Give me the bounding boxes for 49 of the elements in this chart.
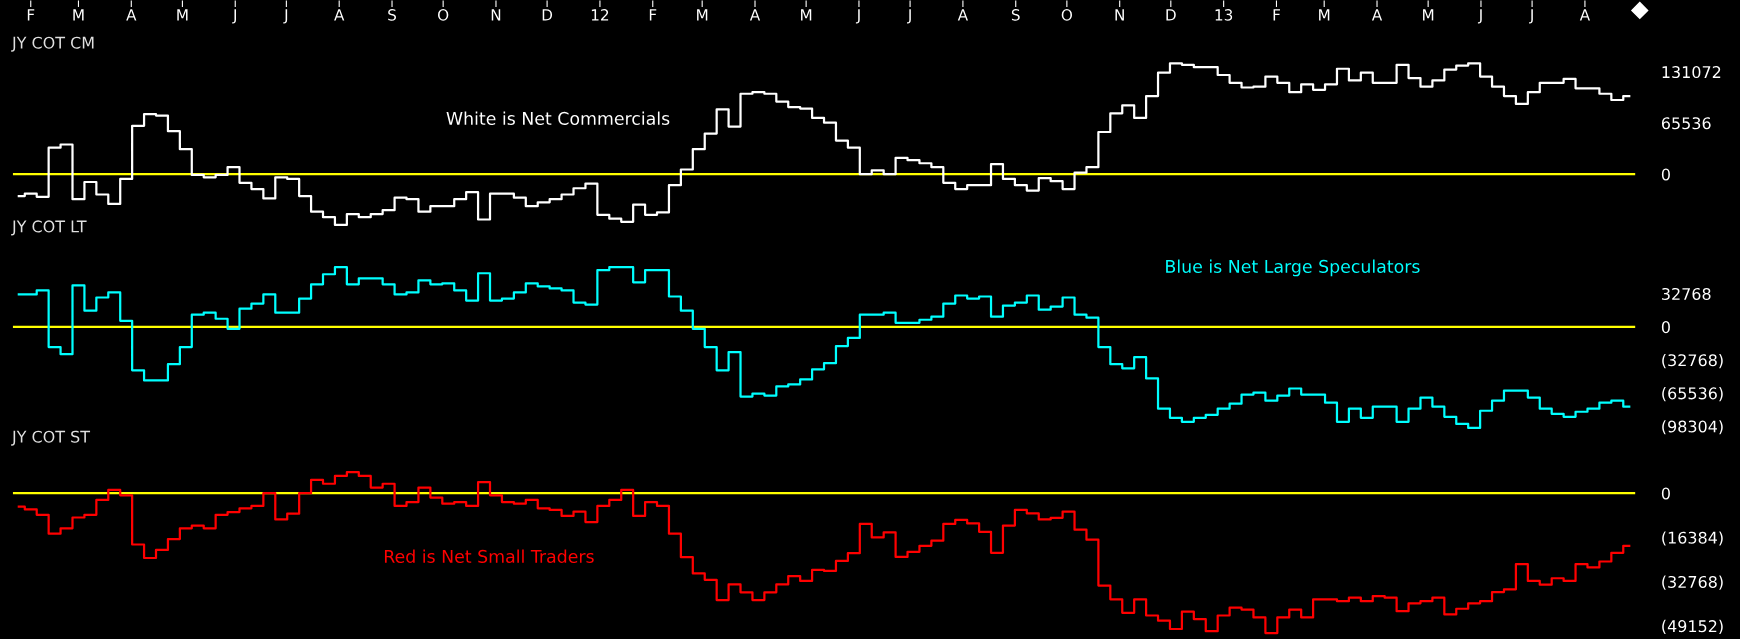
- x-tick-label: A: [334, 9, 345, 21]
- x-tick-label: O: [1061, 9, 1073, 21]
- x-tick-label: A: [1371, 9, 1383, 21]
- y-tick-label: 65536: [1661, 117, 1711, 130]
- x-tick-label: A: [1579, 9, 1591, 21]
- chart-title: JY COT ST: [11, 430, 91, 446]
- y-tick-label: 0: [1661, 321, 1670, 334]
- y-tick-label: (32768): [1662, 575, 1723, 590]
- y-tick-label: 32768: [1662, 287, 1711, 300]
- x-tick-label: S: [1011, 9, 1020, 21]
- x-tick-label: N: [491, 9, 501, 21]
- annotation: Blue is Net Large Speculators: [1166, 259, 1420, 277]
- x-tick-label: J: [907, 9, 911, 24]
- x-tick-label: M: [801, 9, 812, 21]
- x-tick-label: D: [1166, 9, 1176, 21]
- x-tick-label: F: [1273, 9, 1280, 21]
- y-tick-label: (32768): [1662, 353, 1723, 369]
- y-tick-label: 131072: [1662, 66, 1721, 79]
- x-tick-label: J: [1477, 9, 1482, 24]
- x-tick-label: M: [1423, 9, 1434, 21]
- y-tick-label: 0: [1661, 168, 1670, 181]
- x-tick-label: J: [1529, 9, 1533, 24]
- annotation: Red is Net Small Traders: [384, 549, 594, 563]
- x-tick-label: A: [957, 9, 969, 21]
- x-tick-label: J: [232, 9, 236, 24]
- x-tick-label: M: [1319, 9, 1330, 21]
- annotation: White is Net Commercials: [446, 111, 670, 125]
- y-tick-label: (16384): [1662, 531, 1723, 546]
- x-tick-label: F: [649, 9, 657, 21]
- x-tick-label: 13: [1215, 9, 1233, 21]
- x-tick-label: M: [73, 9, 84, 21]
- y-tick-label: (49152): [1662, 619, 1723, 635]
- chart-title: JY COT LT: [11, 220, 87, 236]
- x-tick-label: N: [1115, 9, 1124, 21]
- x-tick-label: A: [749, 9, 761, 21]
- y-tick-label: (98304): [1662, 420, 1723, 435]
- text: JY COT CM: [11, 36, 94, 52]
- x-tick-label: J: [283, 9, 288, 24]
- y-tick-label: 0: [1661, 487, 1670, 500]
- x-tick-label: M: [177, 9, 188, 21]
- y-tick-label: (65536): [1662, 387, 1723, 402]
- x-tick-label: M: [697, 9, 708, 21]
- x-tick-label: S: [388, 9, 397, 21]
- x-tick-label: A: [126, 9, 137, 21]
- x-tick-label: F: [27, 9, 35, 21]
- x-tick-label: 12: [591, 9, 609, 21]
- x-tick-label: J: [855, 9, 860, 24]
- x-tick-label: D: [542, 9, 553, 21]
- x-tick-label: O: [437, 9, 449, 21]
